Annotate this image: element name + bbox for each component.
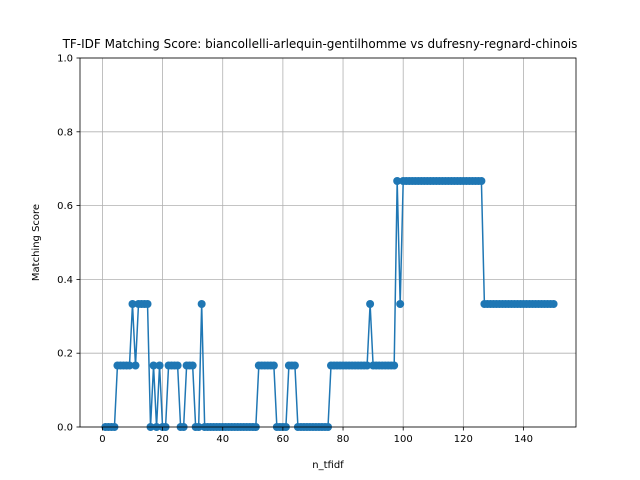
data-point [549,300,558,309]
data-point [188,361,197,370]
x-tick-label: 140 [514,434,533,445]
x-tick-label: 40 [216,434,229,445]
data-point [396,300,405,309]
data-point [393,176,402,185]
data-point [131,361,140,370]
data-point [125,361,134,370]
data-point [128,300,137,309]
y-axis-label: Matching Score [31,204,42,281]
data-point [477,176,486,185]
x-tick-label: 60 [277,434,290,445]
y-tick-label: 0.4 [57,275,73,286]
series-layer [101,176,558,431]
y-ticks: 0.0 0.2 0.4 0.6 0.8 1.0 [57,54,80,434]
x-tick-label: 100 [394,434,413,445]
data-point [390,361,399,370]
x-tick-label: 20 [156,434,169,445]
y-tick-label: 0.0 [57,423,73,434]
x-axis-label: n_tfidf [312,460,344,471]
data-point [173,361,182,370]
data-point [363,361,372,370]
chart-title: TF-IDF Matching Score: biancollelli-arle… [62,37,578,51]
data-point [155,361,164,370]
x-tick-label: 120 [454,434,473,445]
x-tick-label: 0 [99,434,105,445]
y-tick-label: 0.2 [57,349,73,360]
x-tick-label: 80 [337,434,350,445]
x-ticks: 0 20 40 60 80 100 120 140 [99,427,533,445]
y-tick-label: 0.6 [57,201,73,212]
data-point [143,300,152,309]
y-tick-label: 1.0 [57,54,73,65]
data-point [269,361,278,370]
data-point [197,300,206,309]
y-tick-label: 0.8 [57,127,73,138]
data-point [290,361,299,370]
plot-frame [79,57,577,428]
data-point [366,300,375,309]
data-point [149,361,158,370]
